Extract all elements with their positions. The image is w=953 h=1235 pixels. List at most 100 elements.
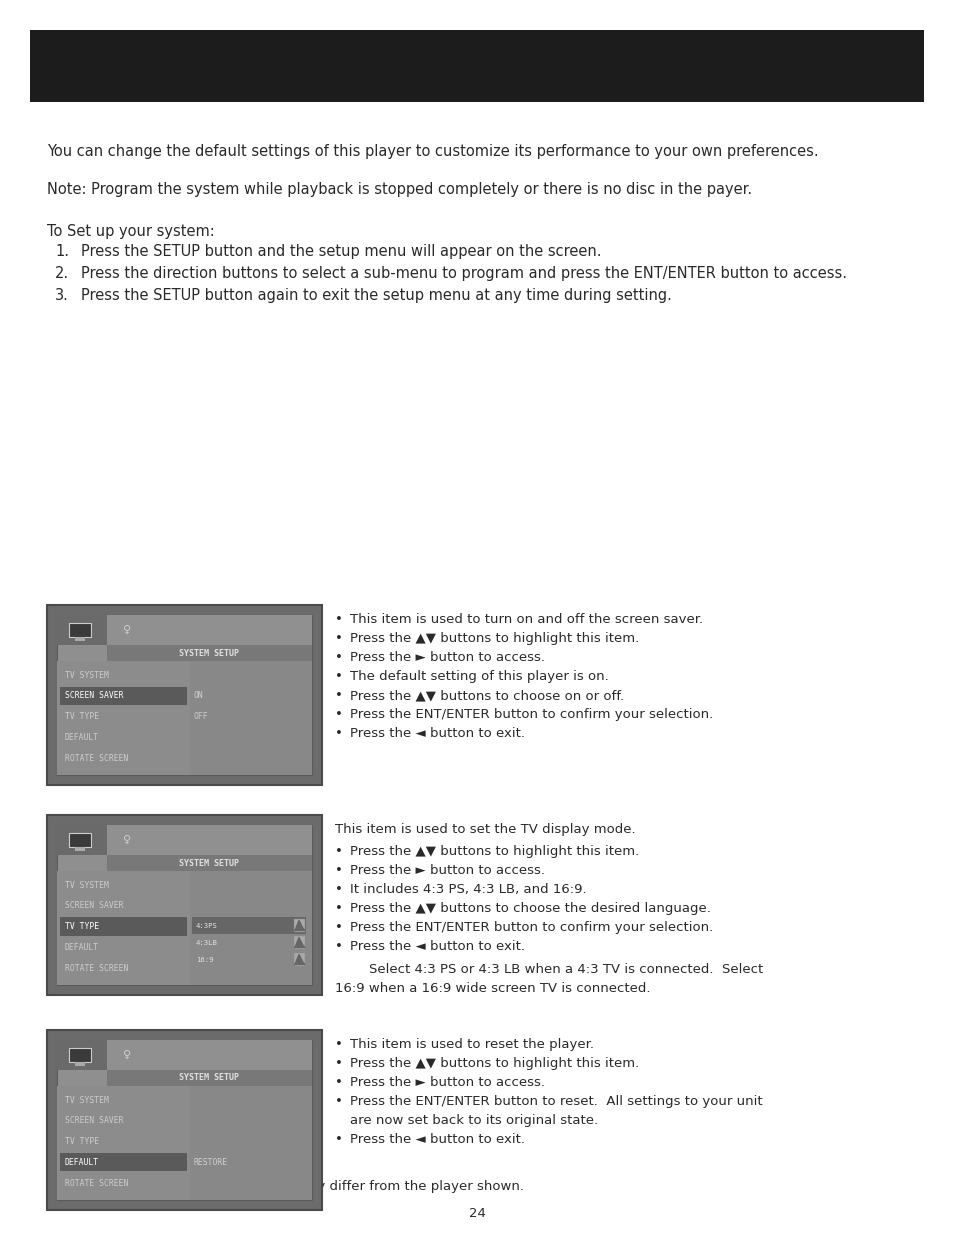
Bar [57,661,312,776]
Text: are now set back to its original state.: are now set back to its original state. [350,1114,598,1128]
Text: 4:3LB: 4:3LB [195,940,217,946]
Text: •: • [335,613,342,626]
Text: This item is used to set the TV display mode.: This item is used to set the TV display … [335,823,635,836]
Text: •: • [335,671,342,683]
Text: •: • [335,902,342,915]
Text: Press the ◄ button to exit.: Press the ◄ button to exit. [350,940,524,953]
Text: This item is used to reset the player.: This item is used to reset the player. [350,1037,594,1051]
Bar [60,918,187,936]
Text: You can change the default settings of this player to customize its performance : You can change the default settings of t… [47,144,818,159]
Text: •: • [335,651,342,664]
Text: SYSTEM SETUP: SYSTEM SETUP [179,648,239,657]
Bar [47,815,322,995]
Text: To Set up your system:: To Set up your system: [47,224,214,240]
Text: Press the ENT/ENTER button to confirm your selection.: Press the ENT/ENTER button to confirm yo… [350,708,713,721]
Text: * Your portable DVD player functions may differ from the player shown.: * Your portable DVD player functions may… [47,1179,523,1193]
Text: •: • [335,940,342,953]
Text: ♀: ♀ [123,625,131,635]
Text: Press the ▲▼ buttons to highlight this item.: Press the ▲▼ buttons to highlight this i… [350,632,639,645]
Text: 4:3PS: 4:3PS [195,923,217,929]
Text: 1.: 1. [55,245,69,259]
Bar [107,1040,312,1070]
Bar [57,1040,107,1070]
Text: SYSTEM SETUP: SYSTEM SETUP [179,858,239,867]
Text: Press the SETUP button again to exit the setup menu at any time during setting.: Press the SETUP button again to exit the… [81,288,671,303]
Text: Press the ▲▼ buttons to choose the desired language.: Press the ▲▼ buttons to choose the desir… [350,902,710,915]
Text: This item is used to turn on and off the screen saver.: This item is used to turn on and off the… [350,613,702,626]
Text: Note: Program the system while playback is stopped completely or there is no dis: Note: Program the system while playback … [47,182,751,198]
Bar [60,687,187,705]
Bar [47,1030,322,1210]
Bar [294,936,305,950]
Text: •: • [335,1057,342,1070]
Polygon shape [294,937,305,947]
Text: Press the ► button to access.: Press the ► button to access. [350,1076,544,1089]
Bar [192,951,306,968]
Text: 16:9: 16:9 [195,957,213,963]
Bar [75,847,85,851]
Text: •: • [335,632,342,645]
Polygon shape [294,955,305,965]
Text: •: • [335,1076,342,1089]
Text: RESTORE: RESTORE [193,1157,228,1167]
Text: •: • [335,1132,342,1146]
Text: TV SYSTEM: TV SYSTEM [65,881,109,889]
Text: TV TYPE: TV TYPE [65,713,99,721]
Text: Press the ▲▼ buttons to highlight this item.: Press the ▲▼ buttons to highlight this i… [350,1057,639,1070]
Text: •: • [335,921,342,934]
Text: DEFAULT: DEFAULT [65,732,99,742]
Text: •: • [335,708,342,721]
Bar [60,1153,187,1172]
Bar [57,661,190,776]
Text: SCREEN SAVER: SCREEN SAVER [65,1116,123,1125]
Text: TV SYSTEM: TV SYSTEM [65,1095,109,1104]
Bar [75,1062,85,1066]
Text: •: • [335,845,342,858]
Bar [57,615,312,776]
Text: Press the ► button to access.: Press the ► button to access. [350,864,544,877]
Text: •: • [335,883,342,897]
Text: •: • [335,864,342,877]
Bar [69,832,91,847]
Text: ♀: ♀ [123,835,131,845]
Text: TV TYPE: TV TYPE [65,1137,99,1146]
Text: Press the ▲▼ buttons to highlight this item.: Press the ▲▼ buttons to highlight this i… [350,845,639,858]
Text: OFF: OFF [193,713,208,721]
Polygon shape [294,920,305,930]
Text: DEFAULT: DEFAULT [65,942,99,952]
Text: It includes 4:3 PS, 4:3 LB, and 16:9.: It includes 4:3 PS, 4:3 LB, and 16:9. [350,883,586,897]
Bar [107,855,312,871]
Text: Press the ◄ button to exit.: Press the ◄ button to exit. [350,727,524,740]
Text: 16:9 when a 16:9 wide screen TV is connected.: 16:9 when a 16:9 wide screen TV is conne… [335,982,650,995]
Text: ROTATE SCREEN: ROTATE SCREEN [65,963,129,972]
Text: Press the ▲▼ buttons to choose on or off.: Press the ▲▼ buttons to choose on or off… [350,689,623,701]
Bar [107,615,312,645]
Text: Press the ENT/ENTER button to confirm your selection.: Press the ENT/ENTER button to confirm yo… [350,921,713,934]
Bar [47,605,322,785]
Text: Select 4:3 PS or 4:3 LB when a 4:3 TV is connected.  Select: Select 4:3 PS or 4:3 LB when a 4:3 TV is… [335,963,762,976]
Bar [69,1049,91,1062]
Bar [107,645,312,661]
Bar [57,1040,312,1200]
Text: SCREEN SAVER: SCREEN SAVER [65,692,123,700]
Text: ♀: ♀ [123,1050,131,1060]
Bar [192,935,306,951]
Bar [294,919,305,932]
Bar [294,953,305,967]
Text: ROTATE SCREEN: ROTATE SCREEN [65,1178,129,1188]
Text: SCREEN SAVER: SCREEN SAVER [65,902,123,910]
Text: SYSTEM SETUP: SYSTEM SETUP [179,1073,239,1083]
Text: 3.: 3. [55,288,69,303]
Text: •: • [335,689,342,701]
Text: The default setting of this player is on.: The default setting of this player is on… [350,671,608,683]
Bar [57,871,312,986]
Text: Press the direction buttons to select a sub-menu to program and press the ENT/EN: Press the direction buttons to select a … [81,266,846,282]
Bar [107,825,312,855]
Bar [57,1086,190,1200]
Bar [57,825,107,855]
Text: DEFAULT: DEFAULT [65,1157,99,1167]
Text: ROTATE SCREEN: ROTATE SCREEN [65,753,129,762]
Text: Press the SETUP button and the setup menu will appear on the screen.: Press the SETUP button and the setup men… [81,245,601,259]
Bar [192,918,306,935]
Bar [57,1086,312,1200]
